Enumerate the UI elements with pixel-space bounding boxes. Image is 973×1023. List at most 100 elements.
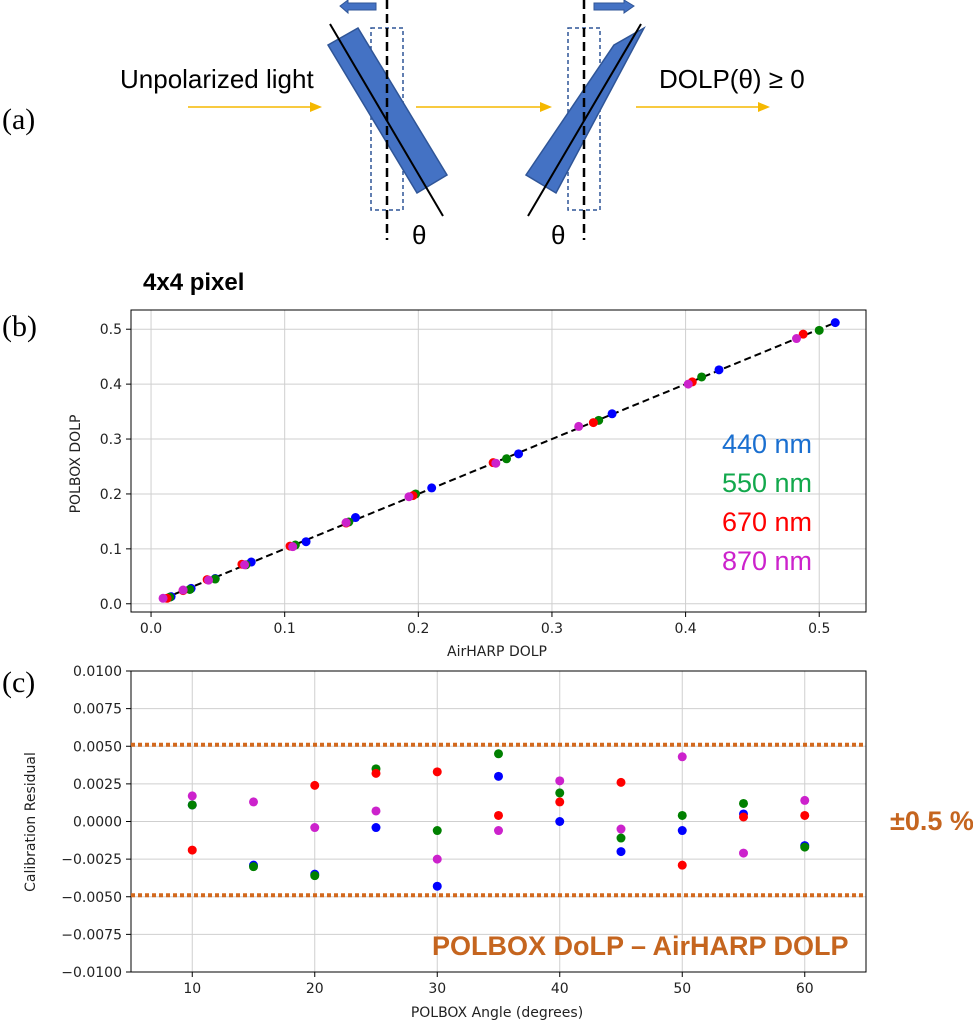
chart-c-point (555, 776, 565, 786)
chart-b-point (574, 421, 584, 431)
chart-c-point (739, 798, 748, 808)
chart-c-ytick-label: 0.0025 (73, 777, 122, 793)
chart-c-point (677, 752, 687, 762)
chart-b-point (714, 365, 724, 375)
chart-b-point (301, 537, 311, 547)
chart-b-legend-entry: 550 nm (722, 468, 812, 498)
chart-c-ytick-label: 0.0050 (73, 739, 122, 755)
chart-c-scatter: 10 20 30 40 50 60 0.0100 0.0075 0.0050 0.0025 0.00… (61, 664, 867, 997)
chart-b-ylabel: POLBOX DOLP (68, 415, 84, 514)
chart-b-ytick-label: 0.0 (100, 597, 122, 613)
chart-c-point (494, 810, 503, 820)
chart-c-ytick-label: 0.0000 (73, 815, 122, 831)
chart-b-point (427, 483, 437, 493)
chart-b-frame (130, 309, 867, 613)
chart-b-xlabel: AirHARP DOLP (447, 644, 547, 660)
chart-b-point (351, 513, 361, 523)
chart-c-point (555, 788, 565, 798)
chart-c-point (616, 824, 626, 834)
chart-b-point (240, 560, 250, 570)
chart-c-point (432, 854, 442, 864)
chart-c-xlabel: POLBOX Angle (degrees) (411, 1005, 583, 1021)
chart-b-point (683, 379, 693, 389)
chart-b-point (814, 325, 824, 335)
chart-b-point (502, 454, 512, 464)
right-glass-plate: θ (524, 0, 646, 250)
chart-b-legend-entry: 870 nm (722, 546, 812, 576)
chart-c-point (800, 810, 810, 820)
chart-b-ytick-label: 0.3 (100, 432, 122, 448)
light-arrow-out (636, 102, 770, 112)
chart-c-point (310, 780, 320, 790)
chart-c-point (432, 767, 442, 777)
chart-c-point (800, 842, 810, 852)
chart-b-xtick-label: 0.1 (274, 621, 296, 637)
chart-c-point (310, 871, 320, 881)
chart-c-point (739, 848, 748, 858)
chart-b-legend-entry: 670 nm (722, 507, 812, 537)
chart-b-ytick-label: 0.1 (100, 542, 122, 558)
theta-left-label: θ (412, 220, 426, 250)
chart-b-ytick-label: 0.2 (100, 487, 122, 503)
chart-b-xtick-label: 0.2 (407, 621, 429, 637)
chart-c-ytick-label: −0.0025 (61, 852, 122, 868)
chart-c-ytick-label: −0.0100 (61, 965, 122, 981)
chart-b-title: 4x4 pixel (143, 269, 244, 296)
chart-c-xtick-label: 30 (428, 981, 446, 997)
chart-c-point (739, 812, 748, 822)
chart-b-point (588, 418, 598, 428)
panel-label-b: (b) (2, 310, 37, 343)
chart-c-xtick-label: 20 (306, 981, 324, 997)
chart-c-xtick-label: 50 (673, 981, 691, 997)
polarizer-diagram: Unpolarized light DOLP(θ) ≥ 0 θ (120, 0, 805, 250)
chart-c-point (187, 845, 197, 855)
light-arrow-middle (416, 102, 552, 112)
chart-c-ytick-label: 0.0075 (73, 702, 122, 718)
chart-c-point (616, 847, 626, 857)
dolp-output-label: DOLP(θ) ≥ 0 (659, 64, 805, 94)
chart-b-ytick-label: 0.5 (100, 322, 122, 338)
chart-b-ytick-label: 0.4 (100, 377, 122, 393)
light-arrow-in (188, 102, 322, 112)
chart-c-point (555, 797, 565, 807)
chart-c-point (800, 795, 810, 805)
panel-label-c: (c) (2, 666, 35, 699)
chart-b-point (178, 585, 188, 595)
panel-label-a: (a) (2, 103, 35, 136)
chart-b-point (792, 334, 802, 344)
chart-b-legend: 440 nm 550 nm 670 nm 870 nm (722, 429, 812, 576)
chart-c-ylabel: Calibration Residual (23, 752, 39, 892)
chart-c-xtick-label: 40 (551, 981, 569, 997)
chart-b-point (798, 329, 808, 339)
chart-b-point (404, 492, 414, 502)
chart-c-point (616, 833, 626, 843)
chart-c-frame (130, 670, 867, 973)
chart-c-point (677, 826, 687, 836)
chart-b-point (697, 372, 707, 382)
chart-b-point (514, 449, 524, 459)
chart-c-point (494, 826, 503, 836)
left-glass-plate: θ (326, 0, 449, 250)
chart-b-point (185, 584, 195, 594)
chart-c-point (494, 749, 503, 759)
chart-b-point (204, 575, 214, 585)
chart-b-legend-entry: 440 nm (722, 429, 812, 459)
chart-c-ytick-label: 0.0100 (73, 664, 122, 680)
chart-b-point (288, 542, 298, 552)
chart-c-point (432, 826, 442, 836)
chart-c-point (371, 806, 381, 816)
chart-c-point (371, 823, 381, 833)
chart-b-xtick-label: 0.0 (140, 621, 162, 637)
chart-c-xtick-label: 10 (183, 981, 201, 997)
chart-b-point (491, 458, 501, 468)
chart-c-ytick-label: −0.0075 (61, 927, 122, 943)
chart-c-point (187, 791, 197, 801)
chart-b-xtick-label: 0.3 (541, 621, 563, 637)
chart-c-point (432, 881, 442, 891)
chart-b-xtick-label: 0.4 (674, 621, 696, 637)
chart-b-point (607, 409, 617, 419)
theta-right-label: θ (551, 220, 565, 250)
chart-c-point (249, 862, 258, 872)
unpolarized-light-label: Unpolarized light (120, 64, 314, 94)
